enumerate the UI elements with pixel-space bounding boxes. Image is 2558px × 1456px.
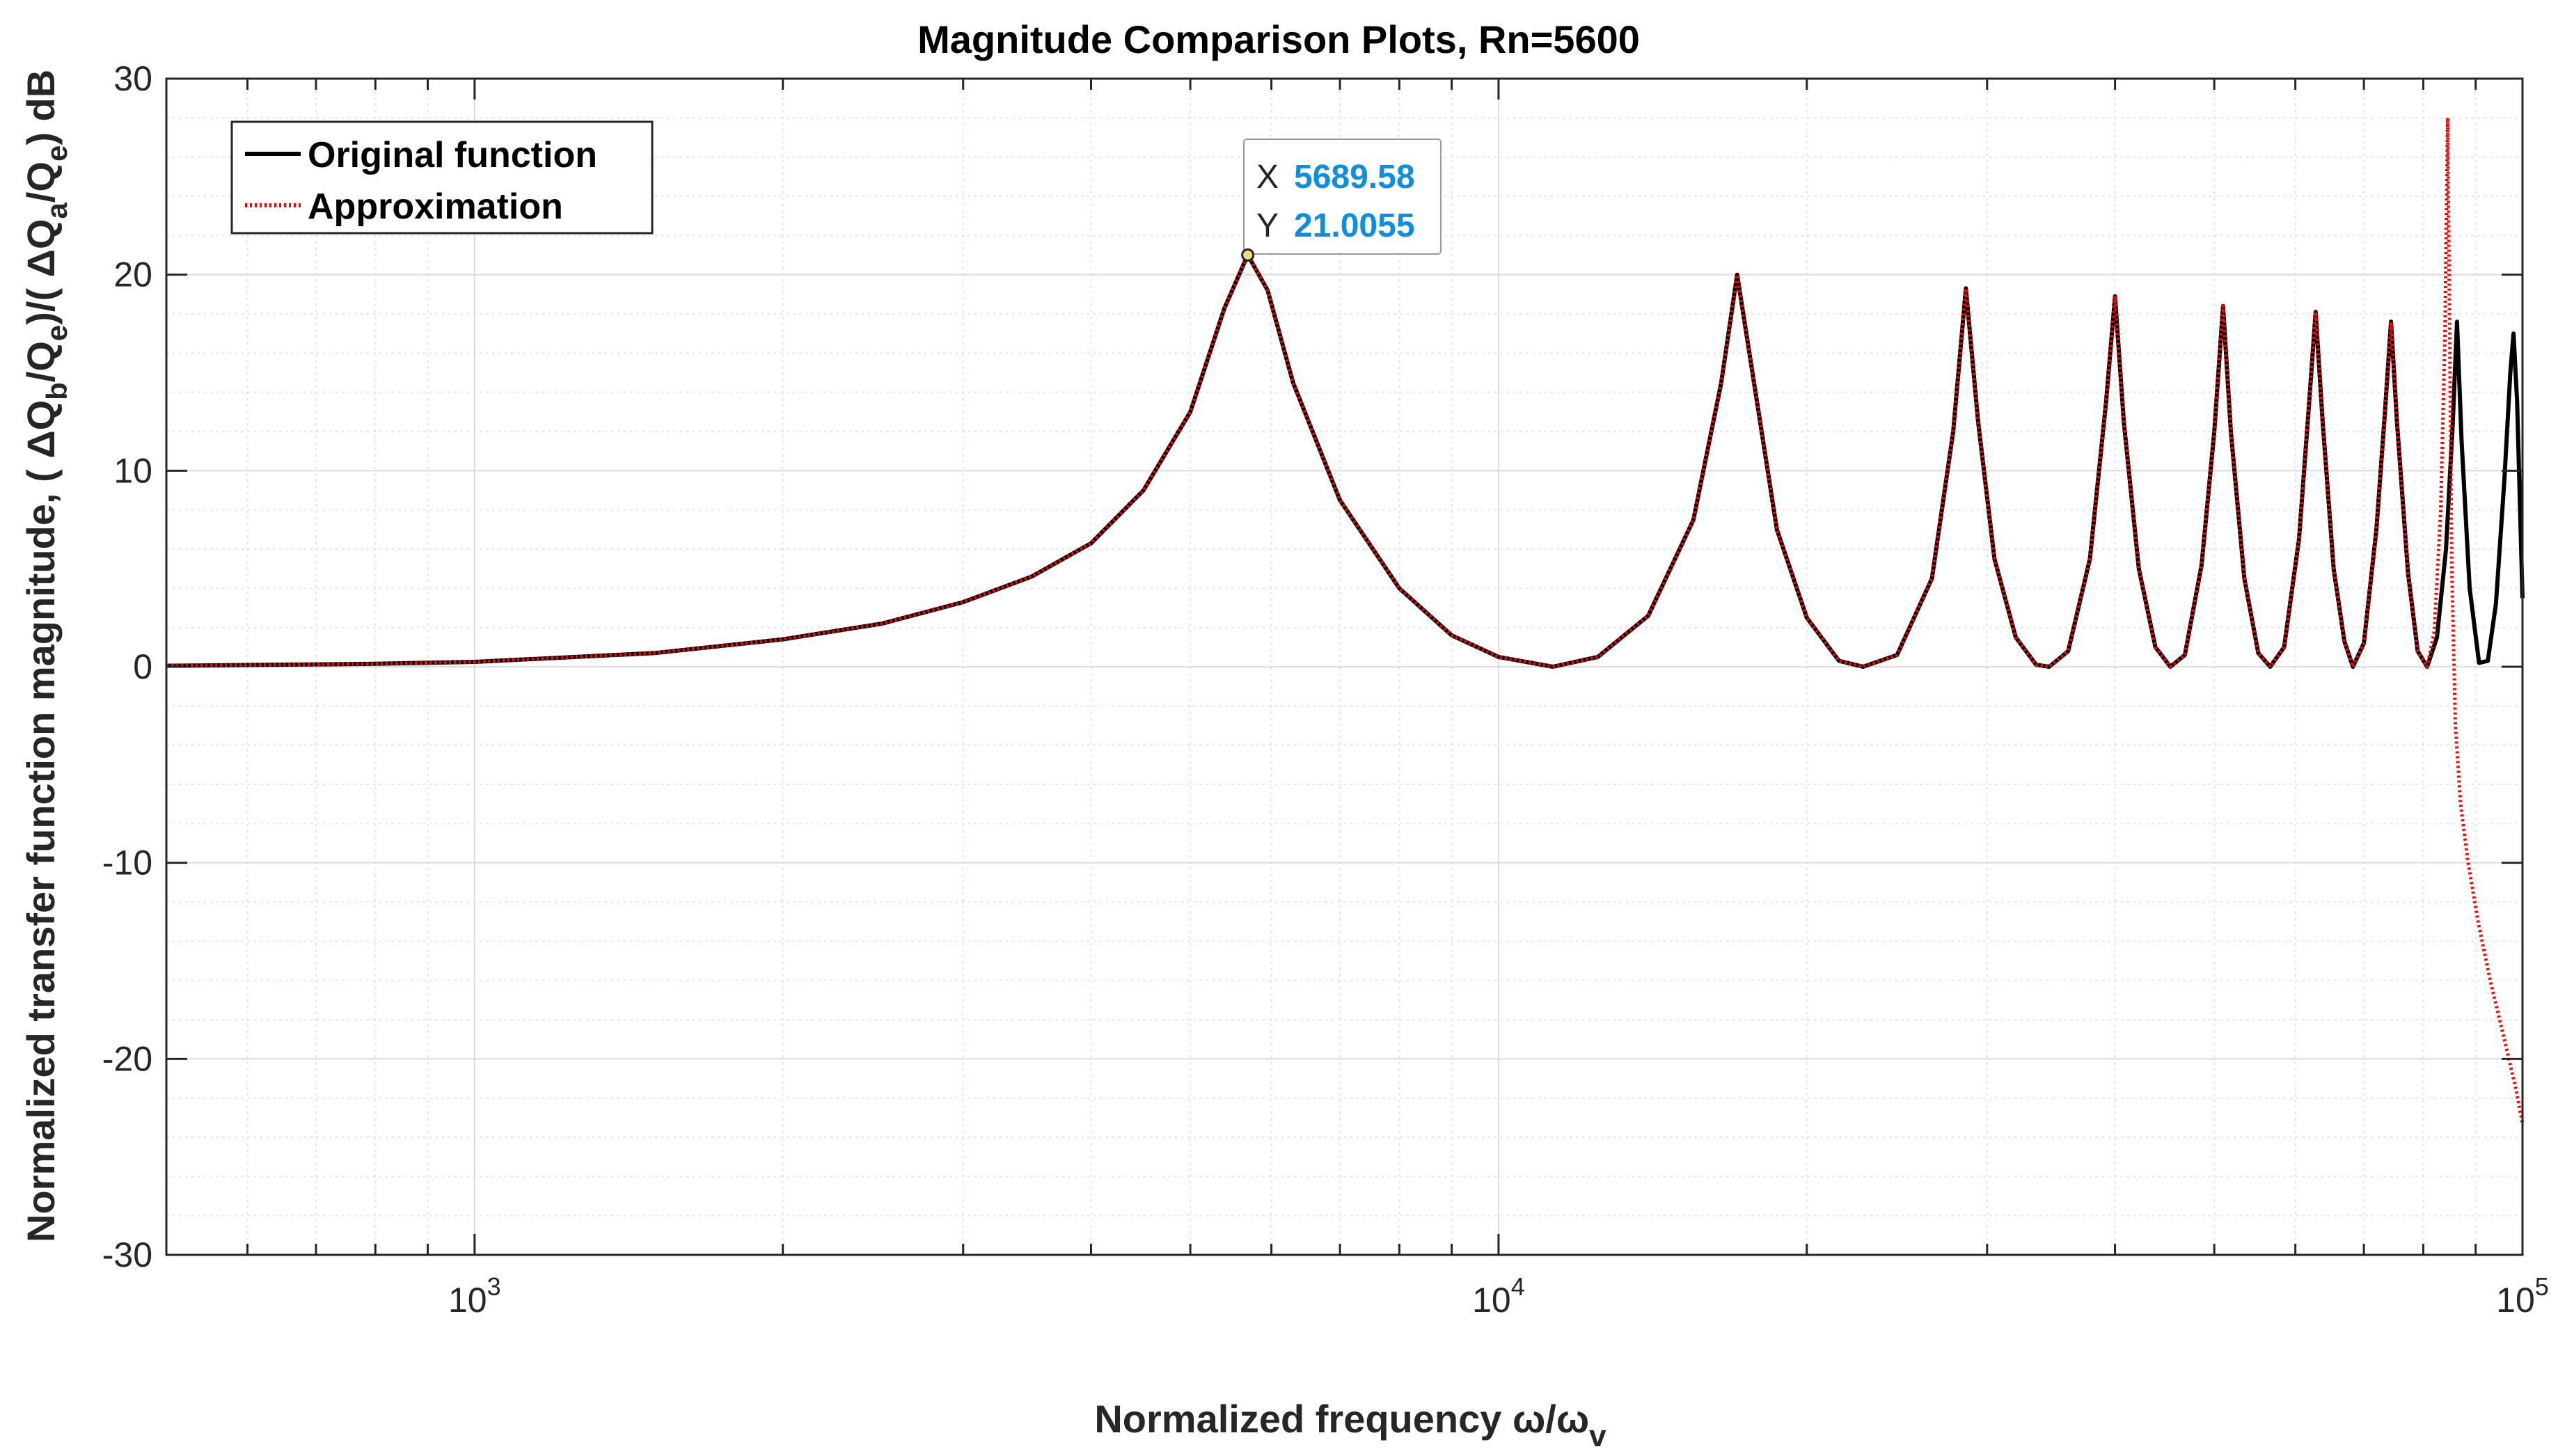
series-approximation-line (166, 116, 2525, 1124)
tick-marks (165, 77, 2523, 1256)
legend-box (230, 120, 654, 235)
datatip-x-value: 5689.58 (1294, 159, 1415, 196)
datatip-y-value: 21.0055 (1294, 207, 1415, 244)
x-axis-label: Normalized frequency ω/ωv (1094, 1397, 1606, 1453)
datatip-box (1243, 139, 1442, 255)
datatip-x-label: X (1256, 159, 1279, 196)
y-tick-label: -30 (102, 1235, 152, 1274)
y-tick-label: 20 (113, 255, 152, 294)
y-tick-label: -20 (102, 1039, 152, 1078)
series-layer (166, 116, 2525, 1124)
y-tick-label: -10 (102, 844, 152, 883)
x-tick-label: 103 (448, 1272, 501, 1320)
legend-label-original: Original function (308, 135, 597, 175)
chart-title: Magnitude Comparison Plots, Rn=5600 (917, 17, 1640, 61)
x-tick-label: 104 (1472, 1272, 1525, 1320)
y-axis-label-group: Normalized transfer function magnitude, … (19, 70, 73, 1242)
datatip[interactable]: X 5689.58 Y 21.0055 (1241, 139, 1442, 262)
y-tick-label: 10 (113, 451, 152, 490)
y-tick-labels: -30 -20 -10 0 10 20 30 (102, 59, 152, 1274)
legend-label-approximation: Approximation (308, 187, 563, 227)
y-axis-label: Normalized transfer function magnitude, … (19, 70, 73, 1242)
y-tick-label: 0 (133, 647, 152, 686)
datatip-y-label: Y (1256, 207, 1279, 244)
legend: Original function Approximation (230, 120, 654, 235)
datatip-marker[interactable] (1241, 248, 1255, 262)
x-tick-labels: 103 104 105 (448, 1272, 2549, 1320)
y-tick-label: 30 (113, 59, 152, 98)
x-tick-label: 105 (2496, 1272, 2549, 1320)
